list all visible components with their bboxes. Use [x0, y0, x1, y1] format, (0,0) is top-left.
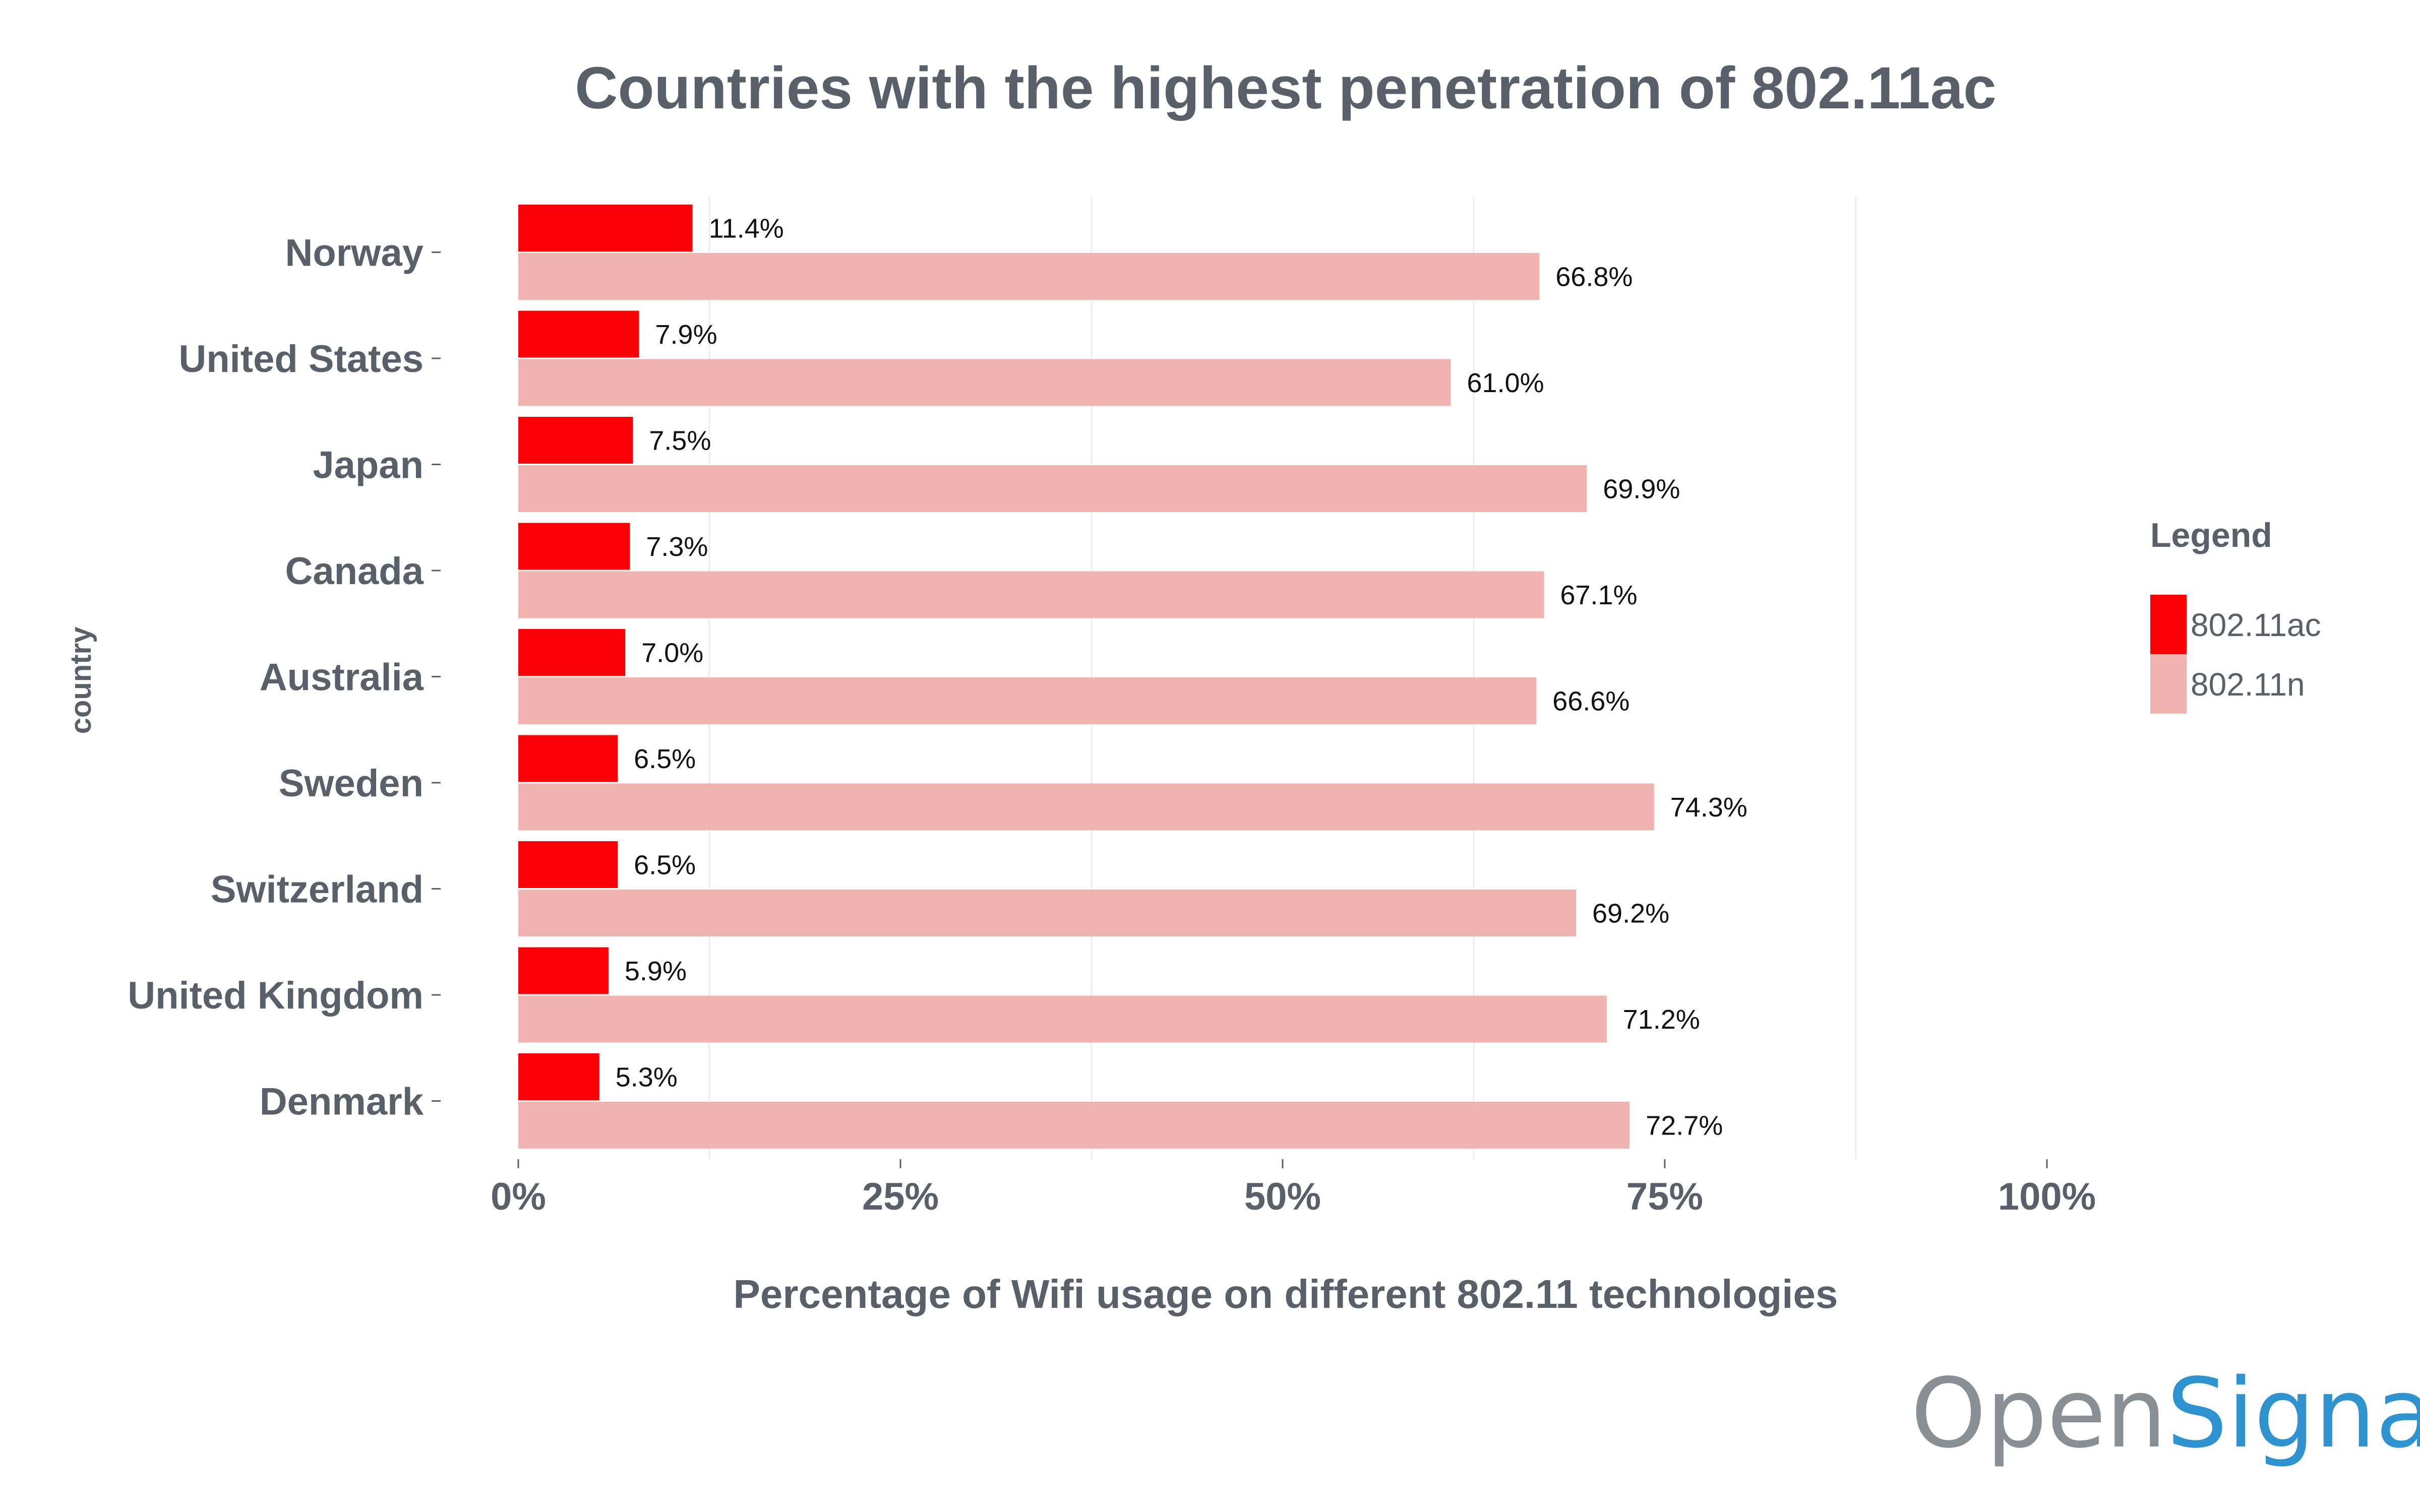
bar-80211n-australia — [518, 677, 1537, 724]
x-tick-label: 75% — [1626, 1175, 1703, 1218]
opensignal-logo: OpenSignal — [1911, 1358, 2420, 1469]
y-tick-label: Switzerland — [211, 868, 424, 911]
legend-swatch — [2150, 595, 2187, 654]
y-tick-label: Australia — [260, 656, 424, 699]
logo-signal-text: Signal — [2166, 1358, 2420, 1469]
bar-80211n-norway — [518, 253, 1540, 300]
y-axis: Norway United States Japan Canada Australia S… — [128, 232, 441, 1123]
y-tick-label: United States — [178, 338, 424, 381]
data-label: 7.9% — [655, 320, 717, 350]
data-label: 67.1% — [1560, 580, 1637, 610]
bars — [518, 205, 1654, 1149]
bar-80211n-japan — [518, 465, 1587, 512]
bar-80211ac-united-kingdom — [518, 947, 609, 994]
data-label: 61.0% — [1467, 368, 1544, 398]
x-tick-label: 100% — [1998, 1175, 2096, 1218]
bar-80211n-canada — [518, 571, 1544, 618]
data-label: 7.3% — [646, 532, 708, 562]
bar-80211n-united-kingdom — [518, 995, 1607, 1043]
y-axis-title: country — [65, 627, 97, 734]
bar-80211ac-sweden — [518, 735, 618, 782]
data-label: 5.3% — [616, 1062, 678, 1093]
data-labels: 11.4% 66.8% 7.9% 61.0% 7.5% 69.9% 7.3% 67.1% 7.0… — [616, 214, 1747, 1141]
x-axis: 0% 25% 50% 75% 100% — [491, 1159, 2096, 1218]
data-label: 7.5% — [649, 426, 711, 456]
data-label: 69.9% — [1603, 474, 1680, 505]
bar-80211ac-australia — [518, 629, 626, 676]
bar-80211ac-norway — [518, 205, 693, 251]
logo-open-text: Open — [1911, 1358, 2166, 1469]
data-label: 69.2% — [1592, 899, 1669, 929]
bar-80211ac-denmark — [518, 1053, 599, 1100]
bar-80211ac-united-states — [518, 310, 639, 358]
svg-text:OpenSignal: OpenSignal — [1911, 1358, 2420, 1469]
legend-label: 802.11ac — [2191, 607, 2321, 643]
legend-label: 802.11n — [2191, 666, 2305, 703]
legend-swatch — [2150, 654, 2187, 714]
chart-title: Countries with the highest penetration o… — [575, 55, 1996, 121]
bar-80211ac-switzerland — [518, 841, 618, 888]
data-label: 66.6% — [1552, 686, 1629, 717]
y-tick-label: Denmark — [260, 1081, 424, 1123]
legend-items: 802.11ac 802.11n — [2150, 595, 2321, 714]
data-label: 72.7% — [1646, 1111, 1723, 1141]
x-axis-title: Percentage of Wifi usage on different 80… — [734, 1272, 1838, 1316]
data-label: 74.3% — [1670, 792, 1747, 823]
bar-80211ac-japan — [518, 417, 633, 464]
x-tick-label: 0% — [491, 1175, 546, 1218]
bar-80211ac-canada — [518, 523, 630, 570]
data-label: 71.2% — [1623, 1004, 1700, 1035]
legend-title: Legend — [2150, 516, 2272, 554]
legend: Legend 802.11ac 802.11n — [2150, 516, 2321, 714]
y-tick-label: Sweden — [279, 762, 424, 805]
data-label: 66.8% — [1555, 262, 1632, 292]
y-tick-label: United Kingdom — [128, 974, 424, 1017]
data-label: 6.5% — [634, 850, 696, 880]
y-tick-label: Norway — [285, 232, 424, 275]
y-tick-label: Japan — [313, 444, 424, 487]
bar-80211n-switzerland — [518, 890, 1577, 936]
bar-80211n-denmark — [518, 1102, 1630, 1149]
data-label: 5.9% — [625, 956, 687, 986]
data-label: 6.5% — [634, 744, 696, 774]
bar-80211n-sweden — [518, 783, 1654, 831]
x-tick-label: 25% — [862, 1175, 939, 1218]
bar-80211n-united-states — [518, 359, 1451, 406]
x-tick-label: 50% — [1244, 1175, 1321, 1218]
y-tick-label: Canada — [285, 550, 424, 593]
data-label: 7.0% — [641, 638, 703, 668]
data-label: 11.4% — [709, 214, 784, 244]
